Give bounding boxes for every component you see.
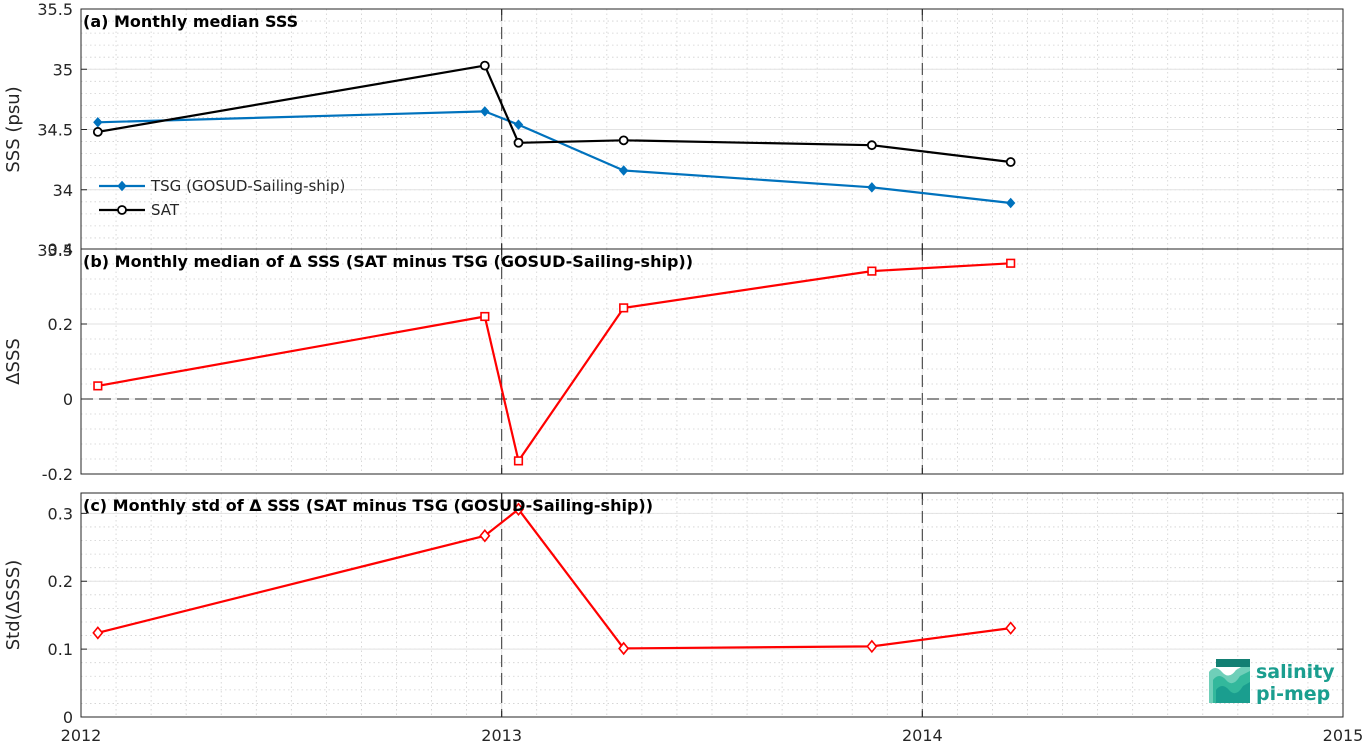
data-point <box>92 626 104 640</box>
y-ticks: -0.2 0 0.2 0.4 <box>42 240 1343 484</box>
data-point <box>618 135 629 146</box>
data-point <box>480 311 490 322</box>
y-tick-label: 35 <box>53 60 73 79</box>
axes-box <box>80 248 1344 475</box>
data-point <box>1006 258 1016 268</box>
data-point <box>480 106 490 117</box>
y-tick-label: -0.2 <box>42 465 73 484</box>
data-point <box>618 641 630 656</box>
data-point <box>1005 621 1017 635</box>
y-tick-label: 0.3 <box>48 504 73 523</box>
series-1 <box>93 106 1016 209</box>
panel-3: 0 0.1 0.2 0.3 Std(ΔSSS) (c) Monthly std of Δ … <box>3 492 1344 727</box>
salinity-pi-mep-logo: salinity pi-mep <box>1209 659 1335 705</box>
legend: TSG (GOSUD-Sailing-ship) SAT <box>99 177 345 219</box>
panel-title: (b) Monthly median of Δ SSS (SAT minus T… <box>83 252 693 271</box>
panel-title: (a) Monthly median SSS <box>83 12 298 31</box>
data-point <box>867 266 877 276</box>
logo-line2: pi-mep <box>1256 683 1330 705</box>
y-tick-label: 0 <box>63 390 73 409</box>
x-tick-label: 2014 <box>902 726 943 745</box>
data-point <box>513 456 524 466</box>
series-line <box>97 64 1011 164</box>
y-axis-label: ΔSSS <box>3 338 24 385</box>
data-point <box>866 140 877 151</box>
data-point <box>618 165 629 176</box>
axes-box <box>80 492 1344 718</box>
data-point <box>92 127 103 137</box>
legend-entry: TSG (GOSUD-Sailing-ship) <box>150 177 345 195</box>
x-tick-labels: 2012 2013 2014 2015 <box>61 726 1364 745</box>
legend-entry: SAT <box>151 201 180 219</box>
series-line <box>97 110 1011 205</box>
data-point <box>866 639 878 654</box>
data-point <box>619 303 629 313</box>
data-point <box>1006 197 1016 209</box>
y-tick-label: 0.2 <box>48 315 73 334</box>
y-axis-label: Std(ΔSSS) <box>3 560 24 651</box>
data-point <box>512 502 525 517</box>
data-point <box>513 137 524 148</box>
series-1 <box>92 502 1017 656</box>
data-point <box>93 381 103 391</box>
y-ticks: 0 0.1 0.2 0.3 <box>48 504 1343 727</box>
data-point <box>479 60 490 71</box>
series-2 <box>92 60 1016 167</box>
data-point <box>93 117 103 128</box>
series-line <box>97 262 1011 462</box>
y-tick-label: 35.5 <box>37 0 73 19</box>
y-ticks: 33.5 34 34.5 35 35.5 <box>37 0 1343 260</box>
logo-waves-icon <box>1209 659 1250 703</box>
legend-marker <box>117 180 127 192</box>
y-tick-label: 33.5 <box>37 241 73 260</box>
y-tick-label: 0.2 <box>48 572 73 591</box>
data-point <box>479 529 491 543</box>
legend-marker <box>117 205 127 215</box>
data-point <box>867 182 877 193</box>
series-line <box>97 508 1011 650</box>
data-point <box>1005 157 1016 167</box>
y-tick-label: 0.1 <box>48 640 73 659</box>
y-tick-label: 34 <box>53 181 73 200</box>
data-point <box>513 119 524 130</box>
grid-lines <box>80 493 1344 718</box>
y-tick-label: 0.4 <box>48 240 73 259</box>
panel-1: 33.5 34 34.5 35 35.5 SSS (psu) (a) Monthly med… <box>3 0 1344 260</box>
x-tick-label: 2015 <box>1323 726 1364 745</box>
logo-line1: salinity <box>1256 661 1335 683</box>
series-1 <box>93 258 1016 466</box>
x-tick-label: 2012 <box>61 726 102 745</box>
x-tick-label: 2013 <box>481 726 522 745</box>
y-tick-label: 0 <box>63 708 73 727</box>
panel-2: -0.2 0 0.2 0.4 ΔSSS (b) Monthly median of Δ S… <box>3 240 1344 484</box>
y-axis-label: SSS (psu) <box>3 86 24 172</box>
panel-title: (c) Monthly std of Δ SSS (SAT minus TSG … <box>83 496 653 515</box>
y-tick-label: 34.5 <box>37 121 73 140</box>
